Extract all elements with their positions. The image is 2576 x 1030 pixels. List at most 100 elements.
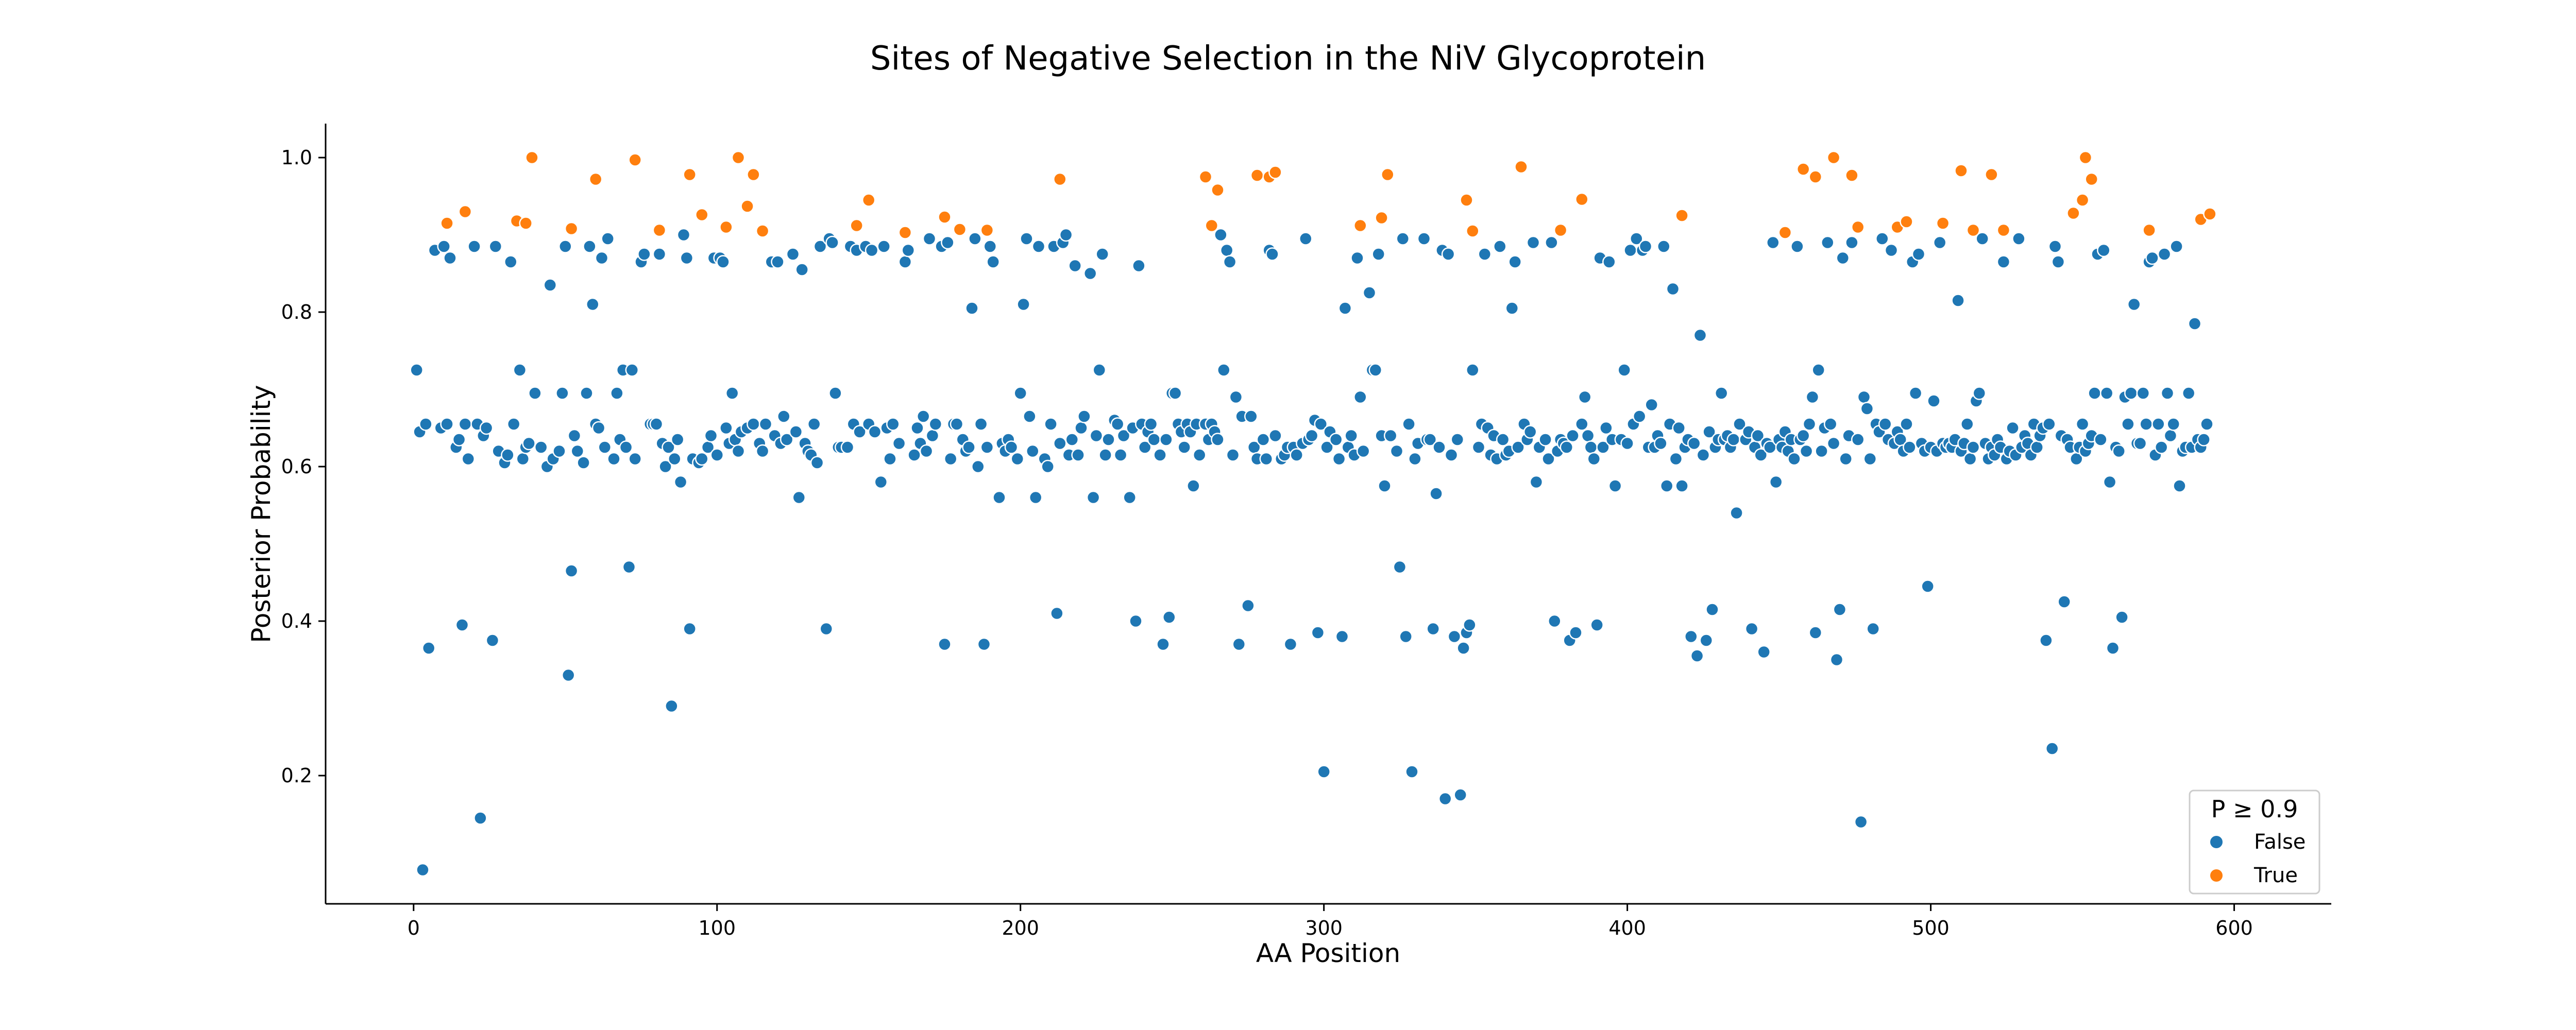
data-point-false (983, 239, 997, 253)
data-point-false (1229, 390, 1243, 404)
data-point-false (1799, 444, 1814, 458)
data-point-true (1205, 218, 1219, 233)
data-point-false (2042, 417, 2056, 431)
data-point-false (853, 425, 867, 439)
data-point-false (1866, 622, 1880, 636)
data-point-false (485, 633, 500, 647)
data-point-false (810, 456, 824, 470)
data-point-false (1098, 448, 1112, 462)
data-point-false (1068, 259, 1082, 273)
data-point-false (1751, 428, 1765, 443)
x-tick-label: 600 (2215, 917, 2253, 939)
data-point-true (1211, 183, 1225, 197)
data-point-true (1575, 192, 1589, 207)
data-point-false (825, 235, 839, 250)
data-point-false (1256, 433, 1270, 447)
data-point-false (928, 417, 943, 431)
data-point-false (941, 235, 955, 250)
data-point-false (1632, 409, 1647, 423)
data-point-true (731, 150, 745, 165)
data-point-false (2154, 440, 2168, 454)
data-point-false (452, 433, 466, 447)
data-point-false (695, 452, 709, 466)
data-point-false (1304, 428, 1319, 443)
data-point-false (1089, 428, 1104, 443)
data-point-false (580, 386, 594, 400)
data-point-false (1232, 637, 1246, 651)
data-point-false (1584, 440, 1598, 454)
data-point-false (1851, 433, 1865, 447)
data-point-false (1083, 266, 1097, 281)
data-point-false (1657, 239, 1671, 253)
data-point-false (1138, 440, 1152, 454)
legend-box (2189, 789, 2320, 895)
data-point-true (1900, 215, 1913, 229)
data-point-false (1065, 433, 1079, 447)
data-point-false (1016, 297, 1030, 312)
data-point-false (1187, 479, 1200, 493)
data-point-false (1320, 440, 1334, 454)
data-point-false (1975, 232, 1989, 246)
data-point-false (467, 239, 481, 253)
data-point-true (1996, 223, 2011, 237)
data-point-false (907, 448, 921, 462)
data-point-false (1548, 614, 1562, 628)
data-point-false (977, 637, 991, 651)
data-points (410, 150, 2217, 877)
data-point-false (819, 622, 834, 636)
data-point-true (2066, 206, 2080, 220)
data-point-false (1617, 363, 1631, 377)
data-point-true (683, 167, 697, 182)
data-point-true (850, 218, 863, 233)
data-point-false (1569, 626, 1583, 640)
data-point-false (437, 239, 451, 253)
data-point-false (1259, 452, 1274, 466)
data-point-false (1630, 232, 1643, 246)
data-point-false (1153, 448, 1167, 462)
data-point-false (792, 490, 806, 505)
data-point-false (813, 239, 827, 253)
data-point-false (1529, 475, 1544, 489)
data-point-false (1821, 235, 1835, 250)
data-point-false (779, 433, 794, 447)
x-tick-label: 400 (1608, 917, 1646, 939)
data-point-false (2030, 440, 2044, 454)
data-point-false (1608, 479, 1622, 493)
legend-marker-true (2210, 869, 2223, 882)
data-point-false (1684, 629, 1698, 644)
data-point-false (2170, 239, 2183, 253)
data-point-false (1241, 598, 1255, 613)
data-point-false (1463, 618, 1477, 632)
data-point-false (1596, 440, 1610, 454)
data-point-false (2039, 633, 2053, 647)
data-point-false (1972, 386, 1987, 400)
data-point-false (1744, 622, 1759, 636)
data-point-false (1389, 444, 1404, 458)
data-point-false (1283, 637, 1298, 651)
data-point-false (598, 440, 612, 454)
data-point-false (1623, 243, 1637, 258)
data-point-false (649, 417, 664, 431)
data-point-false (2106, 641, 2120, 655)
data-point-false (1590, 618, 1604, 632)
y-tick-label: 0.4 (281, 610, 312, 632)
data-point-false (980, 440, 994, 454)
data-point-false (421, 641, 436, 655)
data-point-false (1796, 428, 1810, 443)
data-point-false (1004, 440, 1019, 454)
data-point-false (1405, 765, 1419, 779)
data-point-false (419, 417, 433, 431)
data-point-false (2045, 742, 2059, 756)
data-point-false (1402, 417, 1416, 431)
data-point-false (2094, 433, 2108, 447)
y-tick-label: 0.6 (281, 455, 312, 478)
data-point-false (1730, 506, 1743, 520)
data-point-false (1884, 243, 1899, 258)
data-point-false (910, 421, 924, 435)
data-point-false (543, 278, 557, 292)
data-point-false (1602, 255, 1616, 269)
x-tick-label: 0 (408, 917, 420, 939)
data-point-false (1903, 440, 1917, 454)
data-point-false (1453, 788, 1467, 802)
data-point-false (1466, 363, 1480, 377)
